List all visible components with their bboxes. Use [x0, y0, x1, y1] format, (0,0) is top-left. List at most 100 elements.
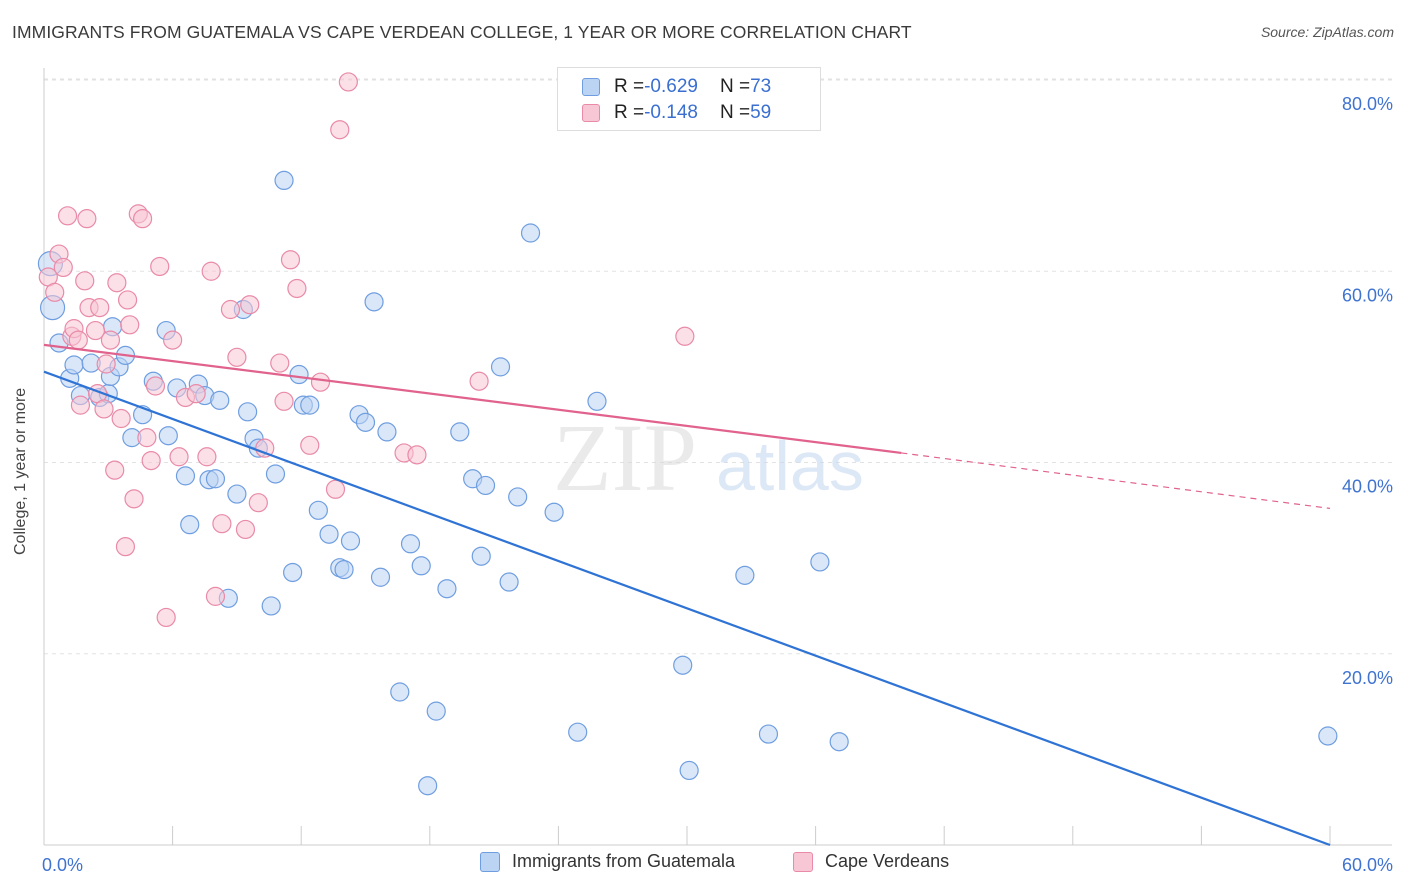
point-guatemala	[180, 515, 200, 535]
point-guatemala	[450, 422, 470, 442]
series-legend: Immigrants from Guatemala Cape Verdeans	[0, 851, 1406, 877]
point-cape-verdean	[338, 72, 358, 92]
point-guatemala	[400, 534, 421, 554]
point-guatemala	[568, 722, 588, 742]
point-guatemala	[471, 546, 491, 566]
series-guatemala-points	[37, 170, 1338, 796]
point-cape-verdean	[287, 278, 307, 299]
r-value: -0.148	[644, 102, 698, 123]
point-cape-verdean	[255, 438, 275, 458]
legend-swatch-blue	[582, 78, 600, 96]
point-cape-verdean	[120, 315, 140, 335]
point-cape-verdean	[310, 372, 331, 392]
point-guatemala	[265, 464, 286, 484]
point-guatemala	[319, 524, 339, 544]
stats-row-cape-verdean: R = -0.148 N = 59	[582, 101, 771, 125]
point-cape-verdean	[274, 391, 294, 411]
point-cape-verdean	[94, 399, 114, 419]
point-guatemala	[227, 484, 247, 504]
point-guatemala	[1318, 726, 1338, 746]
legend-item-guatemala: Immigrants from Guatemala	[480, 851, 735, 872]
point-cape-verdean	[85, 320, 106, 341]
series-cape-verdean-points	[38, 72, 695, 628]
gridlines	[44, 78, 1392, 655]
point-cape-verdean	[141, 450, 161, 471]
point-cape-verdean	[150, 256, 170, 277]
trend-line-guatemala	[43, 370, 1331, 847]
point-guatemala	[508, 487, 528, 507]
point-guatemala	[390, 682, 410, 702]
chart-source: Source: ZipAtlas.com	[1260, 24, 1394, 40]
stats-legend: R = -0.629 N = 73 R = -0.148 N = 59	[557, 67, 821, 131]
point-guatemala	[175, 466, 196, 486]
point-cape-verdean	[156, 607, 176, 628]
point-guatemala	[490, 357, 511, 377]
point-guatemala	[274, 170, 294, 191]
point-guatemala	[426, 701, 446, 721]
r-label: R =	[614, 76, 645, 97]
point-cape-verdean	[124, 489, 144, 509]
point-cape-verdean	[469, 371, 489, 391]
point-cape-verdean	[163, 330, 183, 350]
point-cape-verdean	[235, 519, 256, 540]
point-cape-verdean	[115, 537, 136, 557]
point-guatemala	[829, 732, 849, 752]
point-guatemala	[544, 502, 564, 522]
point-cape-verdean	[197, 447, 217, 467]
point-cape-verdean	[280, 250, 301, 270]
point-cape-verdean	[407, 445, 427, 465]
point-guatemala	[411, 556, 431, 576]
point-guatemala	[520, 223, 541, 243]
point-guatemala	[673, 655, 693, 675]
point-cape-verdean	[248, 493, 268, 513]
point-cape-verdean	[96, 354, 116, 374]
n-label: N =	[719, 76, 751, 97]
point-cape-verdean	[117, 290, 138, 310]
stats-row-guatemala: R = -0.629 N = 73	[582, 75, 771, 99]
point-cape-verdean	[107, 273, 127, 293]
legend-label-guatemala: Immigrants from Guatemala	[512, 851, 736, 871]
y-tick-label: 20.0%	[1342, 668, 1393, 688]
point-guatemala	[64, 355, 84, 375]
axes	[43, 68, 1392, 846]
trend-line-cape-verdean-extension	[901, 452, 1331, 509]
chart-title: IMMIGRANTS FROM GUATEMALA VS CAPE VERDEA…	[12, 22, 912, 42]
point-cape-verdean	[57, 206, 78, 226]
point-cape-verdean	[70, 395, 91, 415]
point-cape-verdean	[220, 299, 241, 320]
point-cape-verdean	[100, 330, 121, 350]
point-cape-verdean	[330, 120, 350, 140]
point-guatemala	[158, 426, 178, 446]
point-cape-verdean	[68, 330, 88, 350]
point-cape-verdean	[201, 261, 221, 281]
point-guatemala	[340, 531, 361, 551]
point-guatemala	[355, 412, 376, 432]
point-guatemala	[587, 391, 607, 411]
point-guatemala	[210, 390, 230, 410]
r-value: -0.629	[644, 76, 698, 97]
legend-item-cape-verdean: Cape Verdeans	[793, 851, 949, 872]
point-cape-verdean	[205, 586, 226, 606]
r-label: R =	[614, 102, 645, 123]
point-cape-verdean	[169, 447, 189, 467]
point-cape-verdean	[77, 209, 97, 229]
x-tick-label-min: 0.0%	[42, 855, 83, 875]
point-guatemala	[758, 724, 779, 744]
point-guatemala	[370, 567, 391, 587]
point-cape-verdean	[75, 271, 95, 291]
point-cape-verdean	[111, 408, 131, 429]
point-cape-verdean	[325, 479, 346, 499]
legend-swatch-pink	[582, 104, 600, 122]
point-cape-verdean	[212, 514, 232, 534]
point-guatemala	[300, 395, 320, 415]
point-guatemala	[735, 565, 755, 585]
point-guatemala	[810, 552, 830, 572]
point-cape-verdean	[270, 353, 290, 373]
point-guatemala	[261, 596, 281, 616]
point-guatemala	[308, 500, 328, 520]
watermark-zip: ZIP	[553, 404, 697, 511]
point-guatemala	[289, 364, 309, 385]
point-cape-verdean	[145, 376, 166, 396]
point-guatemala	[475, 475, 496, 496]
